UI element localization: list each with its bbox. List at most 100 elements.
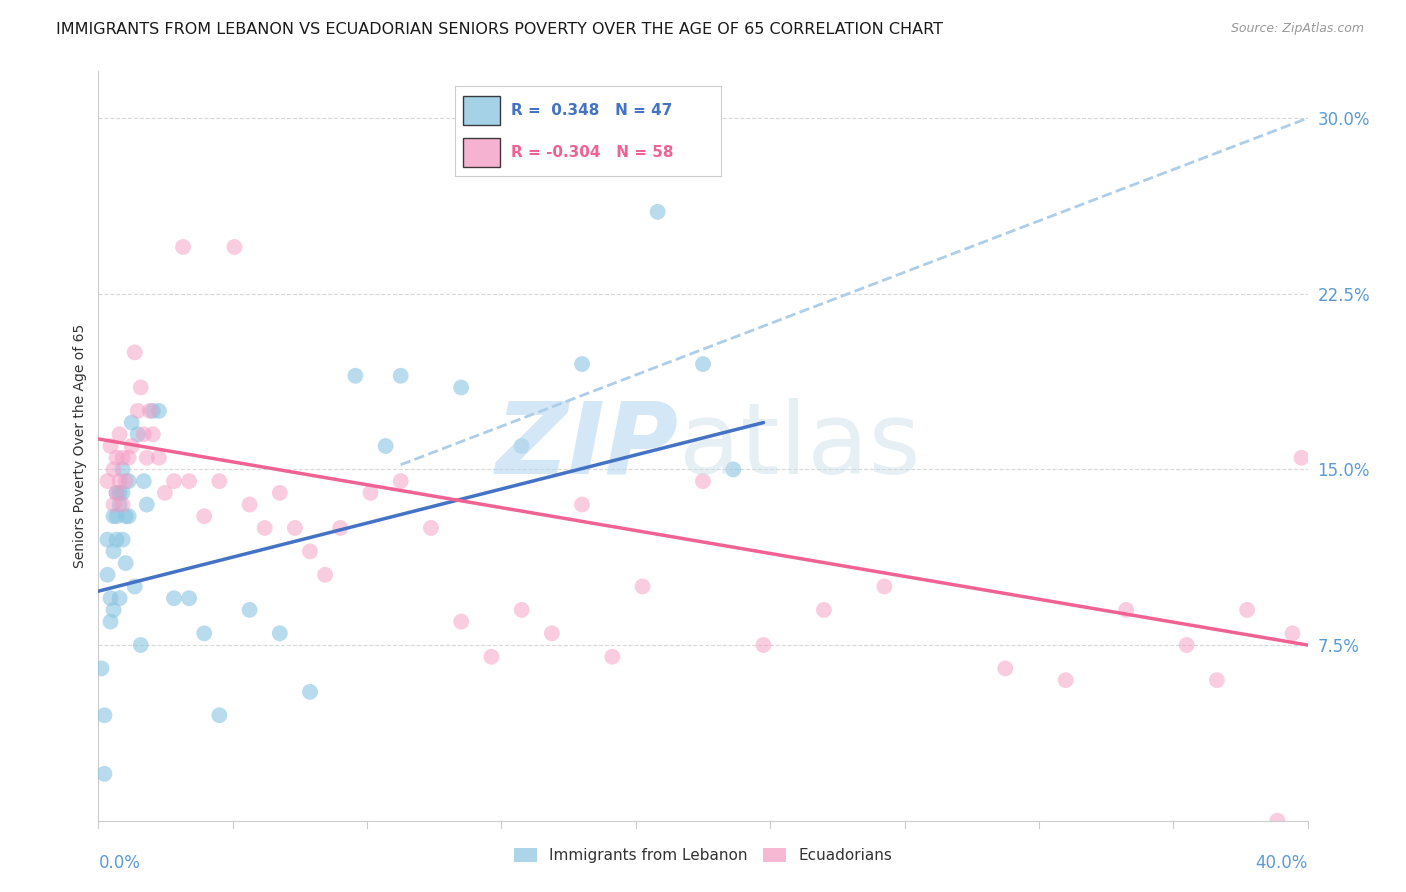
- Point: [108, 591, 131, 606]
- Point: [132, 427, 155, 442]
- Point: [208, 474, 231, 488]
- Point: [239, 498, 262, 512]
- Point: [571, 357, 593, 371]
- Point: [93, 708, 115, 723]
- Point: [1054, 673, 1077, 688]
- Point: [1291, 450, 1313, 465]
- Point: [100, 439, 122, 453]
- Point: [314, 567, 336, 582]
- Point: [360, 485, 382, 500]
- Point: [103, 544, 125, 558]
- Point: [873, 580, 896, 594]
- Point: [344, 368, 367, 383]
- Point: [121, 439, 143, 453]
- Point: [647, 204, 669, 219]
- Point: [172, 240, 194, 254]
- Point: [103, 603, 125, 617]
- Point: [105, 509, 128, 524]
- Point: [105, 485, 128, 500]
- Point: [1236, 603, 1258, 617]
- Point: [208, 708, 231, 723]
- Point: [103, 462, 125, 476]
- Point: [510, 603, 533, 617]
- Point: [111, 498, 134, 512]
- Text: Source: ZipAtlas.com: Source: ZipAtlas.com: [1230, 22, 1364, 36]
- Point: [148, 404, 170, 418]
- Point: [100, 615, 122, 629]
- Point: [153, 485, 176, 500]
- Point: [299, 544, 322, 558]
- Point: [299, 685, 322, 699]
- Point: [193, 509, 215, 524]
- Legend: Immigrants from Lebanon, Ecuadorians: Immigrants from Lebanon, Ecuadorians: [508, 842, 898, 869]
- Point: [389, 368, 412, 383]
- Text: IMMIGRANTS FROM LEBANON VS ECUADORIAN SENIORS POVERTY OVER THE AGE OF 65 CORRELA: IMMIGRANTS FROM LEBANON VS ECUADORIAN SE…: [56, 22, 943, 37]
- Point: [193, 626, 215, 640]
- Point: [540, 626, 562, 640]
- Point: [103, 509, 125, 524]
- Point: [329, 521, 352, 535]
- Point: [510, 439, 533, 453]
- Point: [108, 498, 131, 512]
- Point: [100, 591, 122, 606]
- Text: 0.0%: 0.0%: [98, 855, 141, 872]
- Point: [142, 427, 165, 442]
- Point: [96, 474, 118, 488]
- Point: [129, 380, 152, 394]
- Point: [420, 521, 443, 535]
- Point: [148, 450, 170, 465]
- Point: [96, 533, 118, 547]
- Point: [284, 521, 307, 535]
- Point: [269, 485, 291, 500]
- Point: [114, 556, 136, 570]
- Point: [481, 649, 503, 664]
- Point: [179, 591, 201, 606]
- Text: ZIP: ZIP: [496, 398, 679, 494]
- Point: [224, 240, 246, 254]
- Point: [389, 474, 412, 488]
- Point: [450, 380, 472, 394]
- Point: [108, 474, 131, 488]
- Point: [994, 661, 1017, 675]
- Point: [723, 462, 745, 476]
- Point: [127, 404, 149, 418]
- Point: [1281, 626, 1303, 640]
- Point: [135, 450, 157, 465]
- Point: [93, 767, 115, 781]
- Point: [450, 615, 472, 629]
- Point: [111, 462, 134, 476]
- Point: [179, 474, 201, 488]
- Point: [124, 345, 146, 359]
- Point: [103, 498, 125, 512]
- Point: [108, 427, 131, 442]
- Point: [692, 357, 714, 371]
- Point: [1175, 638, 1198, 652]
- Point: [105, 533, 128, 547]
- Point: [108, 485, 131, 500]
- Y-axis label: Seniors Poverty Over the Age of 65: Seniors Poverty Over the Age of 65: [73, 324, 87, 568]
- Point: [96, 567, 118, 582]
- Point: [253, 521, 276, 535]
- Text: 40.0%: 40.0%: [1256, 855, 1308, 872]
- Point: [1115, 603, 1137, 617]
- Point: [118, 450, 141, 465]
- Point: [239, 603, 262, 617]
- Point: [813, 603, 835, 617]
- Point: [127, 427, 149, 442]
- Point: [1267, 814, 1289, 828]
- Point: [163, 591, 186, 606]
- Point: [602, 649, 624, 664]
- Point: [1206, 673, 1229, 688]
- Point: [90, 661, 112, 675]
- Point: [374, 439, 396, 453]
- Point: [121, 416, 143, 430]
- Point: [752, 638, 775, 652]
- Point: [124, 580, 146, 594]
- Point: [129, 638, 152, 652]
- Point: [135, 498, 157, 512]
- Point: [571, 498, 593, 512]
- Point: [132, 474, 155, 488]
- Point: [118, 474, 141, 488]
- Point: [114, 509, 136, 524]
- Point: [105, 450, 128, 465]
